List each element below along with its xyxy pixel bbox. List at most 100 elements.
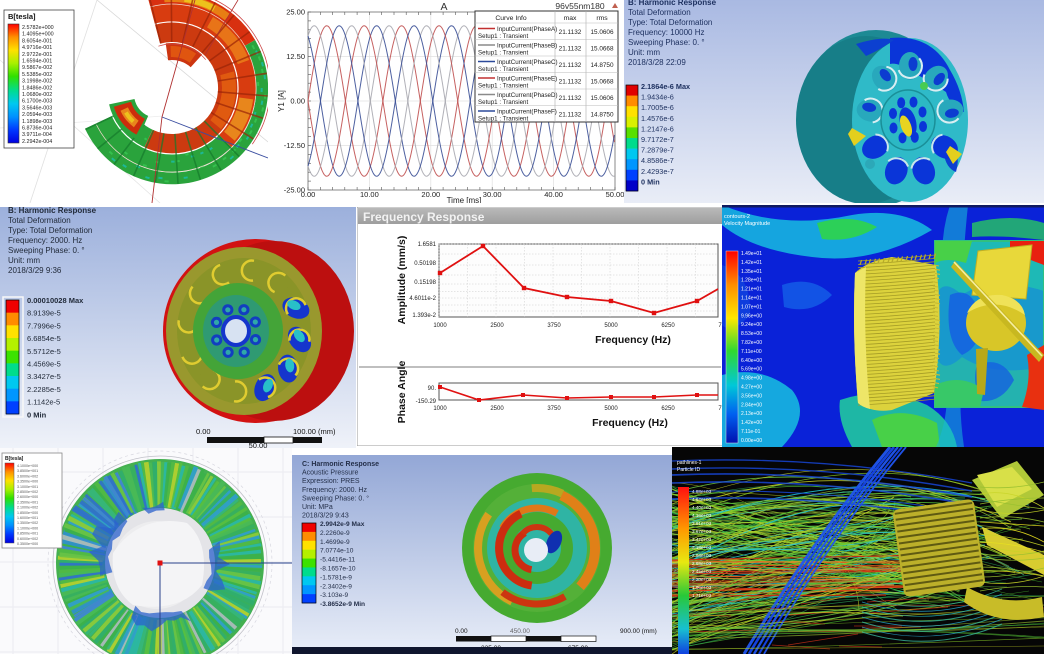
svg-text:8.9139e-5: 8.9139e-5 <box>27 309 61 318</box>
svg-text:Frequency Response: Frequency Response <box>363 210 485 224</box>
svg-text:2.4293e-7: 2.4293e-7 <box>641 167 674 176</box>
svg-text:-25.00: -25.00 <box>284 186 305 195</box>
svg-text:3.8500e+001: 3.8500e+001 <box>17 469 38 473</box>
svg-text:4.4569e-5: 4.4569e-5 <box>27 360 61 369</box>
svg-text:1.6581: 1.6581 <box>418 242 437 248</box>
svg-text:7.11e+00: 7.11e+00 <box>741 349 762 355</box>
svg-text:2.84e+00: 2.84e+00 <box>741 402 762 408</box>
svg-text:0.15198: 0.15198 <box>414 280 436 286</box>
svg-text:3.3500e+000: 3.3500e+000 <box>17 480 38 484</box>
svg-text:1.4576e-6: 1.4576e-6 <box>641 114 674 123</box>
svg-text:Setup1 : Transient: Setup1 : Transient <box>478 83 528 90</box>
svg-text:3.56e+00: 3.56e+00 <box>741 393 762 399</box>
svg-text:Y1 [A]: Y1 [A] <box>277 90 286 112</box>
svg-text:2.3500e+001: 2.3500e+001 <box>17 500 38 504</box>
svg-text:21.1132: 21.1132 <box>559 112 582 119</box>
svg-text:1.1000e+000: 1.1000e+000 <box>17 526 38 530</box>
svg-text:20.00: 20.00 <box>421 190 440 199</box>
svg-text:2.45e+03: 2.45e+03 <box>692 569 712 574</box>
svg-text:1.2147e-6: 1.2147e-6 <box>641 124 674 133</box>
svg-text:2.20e+03: 2.20e+03 <box>692 577 712 582</box>
svg-text:B[tesla]: B[tesla] <box>5 456 24 462</box>
svg-text:900.00 (mm): 900.00 (mm) <box>620 628 657 635</box>
svg-text:0 Min: 0 Min <box>27 410 47 419</box>
svg-text:C: Harmonic Response: C: Harmonic Response <box>302 461 379 468</box>
svg-text:5.5385e-002: 5.5385e-002 <box>22 72 52 78</box>
svg-text:2.1864e-6 Max: 2.1864e-6 Max <box>641 82 690 91</box>
svg-text:1.4095e+000: 1.4095e+000 <box>22 32 54 38</box>
svg-text:3.1000e+001: 3.1000e+001 <box>17 485 38 489</box>
svg-text:Sweeping Phase: 0. °: Sweeping Phase: 0. ° <box>8 246 85 255</box>
svg-text:30.00: 30.00 <box>483 190 502 199</box>
svg-text:Time [ms]: Time [ms] <box>447 196 482 203</box>
svg-text:Frequency (Hz): Frequency (Hz) <box>592 417 668 429</box>
svg-text:21.1132: 21.1132 <box>559 46 582 53</box>
svg-text:4.27e+00: 4.27e+00 <box>741 385 762 391</box>
svg-text:15.0606: 15.0606 <box>590 95 614 102</box>
svg-text:14.8750: 14.8750 <box>590 112 614 119</box>
svg-text:6.8736e-004: 6.8736e-004 <box>22 126 52 132</box>
svg-text:InputCurrent(PhaseA): InputCurrent(PhaseA) <box>497 26 557 33</box>
svg-text:3.18e+03: 3.18e+03 <box>692 545 712 550</box>
svg-text:1.1898e-003: 1.1898e-003 <box>22 119 52 125</box>
svg-text:2.5782e+000: 2.5782e+000 <box>22 25 54 31</box>
svg-text:2018/3/29 9:36: 2018/3/29 9:36 <box>8 266 62 275</box>
svg-text:Curve Info: Curve Info <box>495 15 527 22</box>
svg-text:Unit: MPa: Unit: MPa <box>302 504 333 511</box>
svg-text:6250: 6250 <box>661 406 675 412</box>
svg-text:2.6000e+000: 2.6000e+000 <box>17 495 38 499</box>
svg-text:4.98e+00: 4.98e+00 <box>741 376 762 382</box>
svg-text:1.71e+03: 1.71e+03 <box>692 593 712 598</box>
svg-text:21.1132: 21.1132 <box>559 29 582 36</box>
svg-text:40.00: 40.00 <box>544 190 563 199</box>
svg-text:-2.3402e-9: -2.3402e-9 <box>320 583 352 590</box>
svg-text:Type: Total Deformation: Type: Total Deformation <box>8 226 92 235</box>
svg-text:B[tesla]: B[tesla] <box>8 12 36 21</box>
svg-text:1.49e+01: 1.49e+01 <box>741 251 762 257</box>
svg-text:0.00: 0.00 <box>455 628 468 635</box>
svg-text:10.00: 10.00 <box>360 190 379 199</box>
svg-text:9.24e+00: 9.24e+00 <box>741 322 762 328</box>
svg-text:2.2285e-5: 2.2285e-5 <box>27 385 61 394</box>
svg-text:1000: 1000 <box>433 406 447 412</box>
svg-text:Phase Angle: Phase Angle <box>396 361 408 424</box>
svg-text:2.8500e+002: 2.8500e+002 <box>17 490 38 494</box>
svg-text:Setup1 : Transient: Setup1 : Transient <box>478 66 528 73</box>
svg-text:12.50: 12.50 <box>286 52 305 61</box>
svg-text:2.2260e-9: 2.2260e-9 <box>320 530 350 537</box>
svg-text:Unit: mm: Unit: mm <box>628 48 660 57</box>
svg-text:7.82e+00: 7.82e+00 <box>741 340 762 346</box>
svg-text:96v55nm180: 96v55nm180 <box>555 1 604 11</box>
svg-text:Particle ID: Particle ID <box>677 467 700 473</box>
svg-text:2500: 2500 <box>490 323 504 329</box>
svg-text:9.96e+00: 9.96e+00 <box>741 313 762 319</box>
svg-text:Frequency: 2000. Hz: Frequency: 2000. Hz <box>8 236 82 245</box>
svg-text:5000: 5000 <box>604 406 618 412</box>
svg-text:0 Min: 0 Min <box>641 177 660 186</box>
svg-text:Frequency: 10000 Hz: Frequency: 10000 Hz <box>628 28 705 37</box>
svg-text:-150.29: -150.29 <box>416 399 437 405</box>
svg-text:Setup1 : Transient: Setup1 : Transient <box>478 33 528 40</box>
svg-text:9.5867e-002: 9.5867e-002 <box>22 65 52 71</box>
svg-text:3.3427e-5: 3.3427e-5 <box>27 372 61 381</box>
svg-text:5.5712e-5: 5.5712e-5 <box>27 347 61 356</box>
svg-text:3.9711e-004: 3.9711e-004 <box>22 132 52 138</box>
svg-text:pathlines-1: pathlines-1 <box>677 460 702 466</box>
svg-text:2018/3/29 9:43: 2018/3/29 9:43 <box>302 513 349 520</box>
svg-text:0.8500e+001: 0.8500e+001 <box>17 532 38 536</box>
svg-text:25.00: 25.00 <box>286 8 305 17</box>
svg-text:2.13e+00: 2.13e+00 <box>741 411 762 417</box>
svg-text:1.0680e-002: 1.0680e-002 <box>22 92 52 98</box>
svg-text:Expression: PRES: Expression: PRES <box>302 478 360 485</box>
svg-text:contours-2: contours-2 <box>724 214 750 220</box>
svg-text:2.2942e-004: 2.2942e-004 <box>22 139 52 145</box>
svg-text:2500: 2500 <box>490 406 504 412</box>
svg-text:2.9722e-001: 2.9722e-001 <box>22 52 52 58</box>
svg-text:2018/3/28 22:09: 2018/3/28 22:09 <box>628 58 686 67</box>
svg-text:15.0668: 15.0668 <box>590 46 614 53</box>
svg-text:4.64e+03: 4.64e+03 <box>692 497 712 502</box>
svg-text:Acoustic Pressure: Acoustic Pressure <box>302 470 359 477</box>
svg-text:max: max <box>564 15 577 22</box>
svg-text:9.7172e-7: 9.7172e-7 <box>641 135 674 144</box>
svg-text:3750: 3750 <box>547 323 561 329</box>
